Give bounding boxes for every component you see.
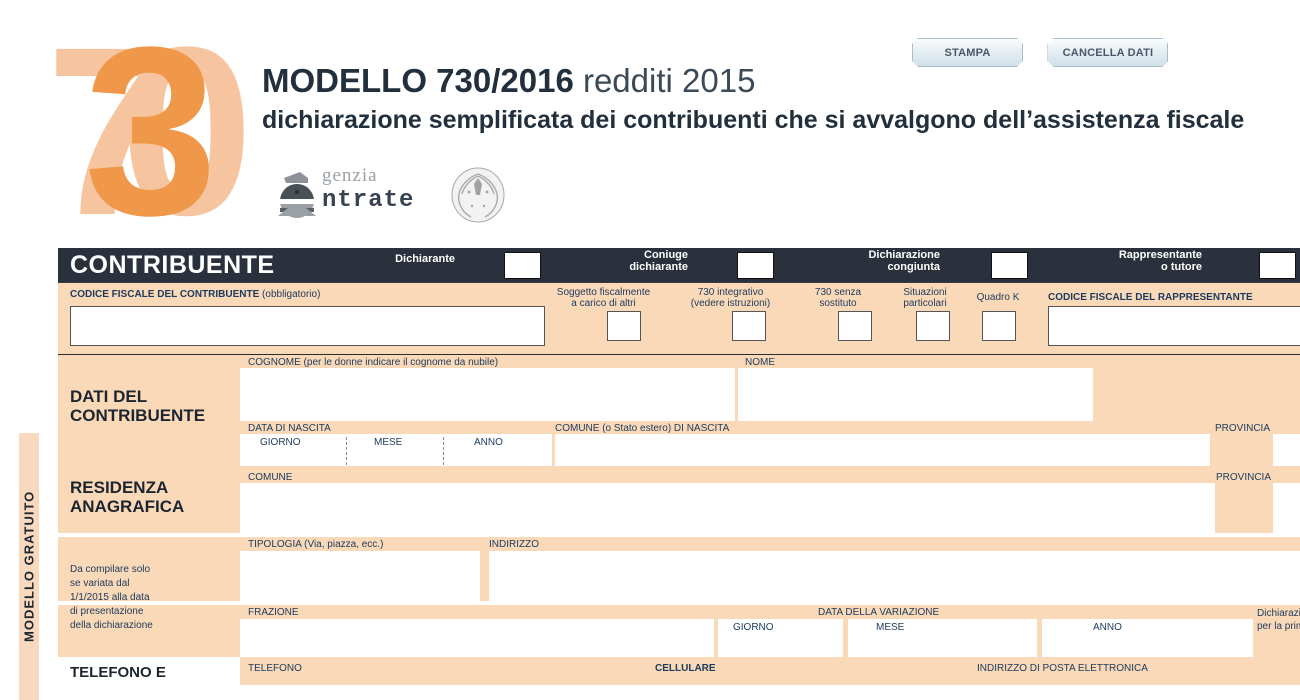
svg-text:3: 3 [84, 0, 217, 240]
